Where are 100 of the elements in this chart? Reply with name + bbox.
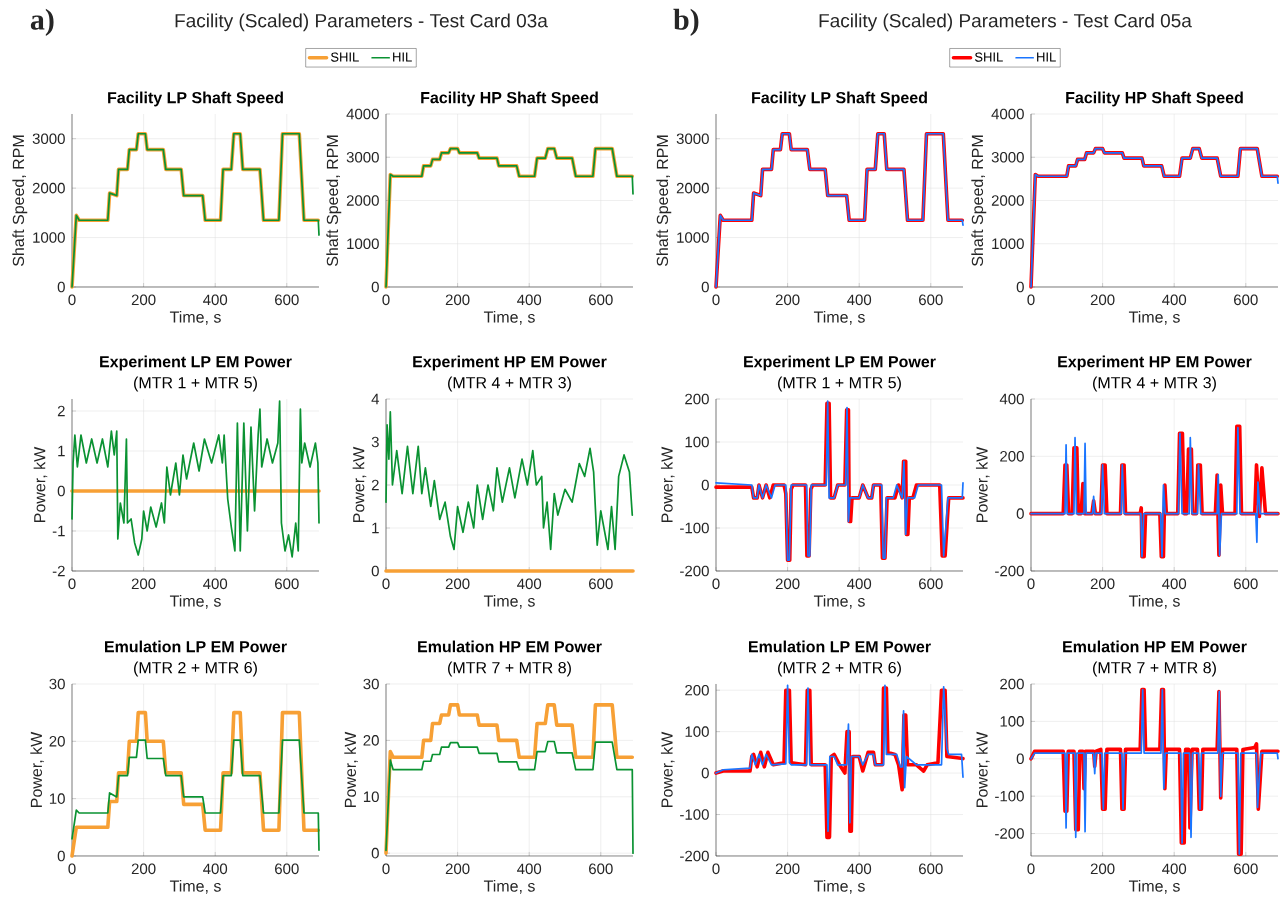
x-axis-title: Time, s: [169, 595, 221, 609]
y-tick-label: 2000: [676, 182, 709, 194]
x-axis-title: Time, s: [813, 595, 865, 609]
x-axis-title: Time, s: [169, 311, 221, 325]
x-tick-label: 200: [445, 294, 470, 306]
y-axis-title: Shaft Speed, RPM: [656, 135, 672, 267]
x-tick-label: 0: [712, 578, 720, 590]
y-tick-label: -100: [680, 809, 709, 820]
x-tick-label: 400: [517, 578, 542, 590]
y-tick-label: 0: [1016, 508, 1024, 519]
chart-title: Facility HP Shaft Speed: [421, 91, 598, 107]
y-tick-label: -200: [680, 565, 709, 577]
x-tick-label: 0: [1027, 578, 1035, 590]
x-tick-label: 200: [1090, 578, 1115, 590]
x-tick-label: 400: [1162, 294, 1187, 306]
y-axis-title: Shaft Speed, RPM: [326, 135, 342, 267]
x-tick-label: 600: [919, 294, 943, 306]
chart-title: Emulation HP EM Power: [1063, 640, 1247, 653]
y-axis-title: Power, kW: [975, 731, 990, 807]
y-tick-label: 30: [49, 678, 65, 690]
x-tick-label: 200: [1090, 294, 1115, 306]
text: Facility (Scaled) Parameters - Test Card 03a: [175, 13, 548, 32]
x-tick-label: 200: [775, 578, 800, 590]
y-tick-label: 2: [57, 405, 65, 417]
y-axis-title: Power, kW: [975, 446, 990, 522]
x-tick-label: 200: [131, 294, 156, 306]
chart-title: Experiment LP EM Power: [100, 355, 292, 371]
y-tick-label: 200: [1000, 451, 1024, 462]
y-tick-label: 100: [1000, 716, 1024, 727]
chart-title: Emulation HP EM Power: [418, 640, 602, 653]
y-tick-label: 3000: [32, 133, 65, 145]
x-tick-label: 600: [589, 863, 613, 875]
x-tick-label: 0: [712, 863, 720, 875]
x-axis-title: Time, s: [483, 311, 535, 325]
y-tick-label: 1: [372, 522, 379, 534]
x-axis-title: Time, s: [169, 880, 221, 894]
text: a): [30, 8, 54, 36]
y-tick-label: 0: [57, 281, 65, 293]
y-tick-label: 400: [999, 393, 1024, 405]
x-tick-label: 600: [275, 578, 299, 590]
y-tick-label: 0: [701, 767, 709, 779]
y-tick-label: 3000: [676, 133, 709, 145]
x-tick-label: 600: [275, 294, 299, 306]
x-tick-label: 400: [203, 863, 228, 875]
x-tick-label: 0: [68, 863, 76, 875]
y-tick-label: 3: [371, 436, 379, 448]
chart-title: Experiment HP EM Power: [413, 355, 607, 371]
y-tick-label: 200: [685, 393, 709, 405]
y-tick-label: 4: [371, 393, 380, 405]
y-tick-label: -1: [52, 525, 65, 537]
x-tick-label: 0: [68, 578, 76, 590]
y-tick-label: 20: [49, 736, 65, 747]
chart-subtitle: (MTR 7 + MTR 8): [1093, 661, 1216, 677]
y-tick-label: 3000: [346, 151, 379, 163]
x-tick-label: 200: [445, 863, 470, 875]
y-tick-label: -100: [680, 522, 709, 534]
chart-subtitle: (MTR 1 + MTR 5): [778, 376, 901, 392]
y-tick-label: -200: [680, 850, 709, 862]
y-tick-label: 10: [49, 793, 65, 804]
chart-title: Experiment HP EM Power: [1058, 355, 1252, 371]
x-tick-label: 400: [1162, 578, 1187, 590]
x-tick-label: 0: [382, 578, 390, 590]
x-tick-label: 200: [775, 294, 800, 306]
chart-title: Experiment LP EM Power: [744, 355, 936, 371]
y-tick-label: 0: [57, 850, 65, 862]
y-tick-label: -2: [52, 565, 65, 577]
x-tick-label: 200: [775, 863, 800, 875]
x-tick-label: 600: [275, 863, 299, 875]
x-tick-label: 400: [203, 294, 228, 306]
y-tick-label: 2: [371, 479, 379, 491]
x-tick-label: 600: [1234, 294, 1258, 306]
text: Facility (Scaled) Parameters - Test Card 05a: [819, 13, 1192, 32]
x-tick-label: 200: [131, 578, 156, 590]
y-tick-label: 1000: [33, 232, 65, 243]
x-axis-title: Time, s: [483, 595, 535, 609]
chart-title: Facility LP Shaft Speed: [752, 91, 927, 107]
x-tick-label: 200: [445, 578, 470, 590]
y-tick-label: 0: [371, 565, 379, 577]
x-axis-title: Time, s: [1128, 595, 1180, 609]
y-tick-label: 200: [685, 684, 709, 696]
text: b): [673, 8, 699, 36]
y-tick-label: 0: [371, 847, 379, 859]
chart-subtitle: (MTR 1 + MTR 5): [134, 376, 257, 392]
x-tick-label: 0: [68, 294, 76, 306]
x-axis-title: Time, s: [483, 880, 535, 894]
y-tick-label: 0: [371, 281, 379, 293]
x-tick-label: 400: [517, 294, 542, 306]
y-tick-label: 10: [363, 791, 379, 803]
x-tick-label: 600: [919, 578, 943, 590]
y-tick-label: 4000: [346, 108, 379, 120]
x-tick-label: 400: [847, 294, 872, 306]
chart-subtitle: (MTR 7 + MTR 8): [448, 661, 571, 677]
x-tick-label: 400: [203, 578, 228, 590]
x-axis-title: Time, s: [1128, 880, 1180, 894]
legend-label: SHIL: [974, 52, 1003, 62]
legend-label: HIL: [393, 52, 412, 62]
y-axis-title: Power, kW: [344, 731, 358, 807]
y-tick-label: 1000: [677, 232, 709, 243]
x-axis-title: Time, s: [813, 880, 865, 894]
y-axis-title: Power, kW: [352, 446, 367, 522]
